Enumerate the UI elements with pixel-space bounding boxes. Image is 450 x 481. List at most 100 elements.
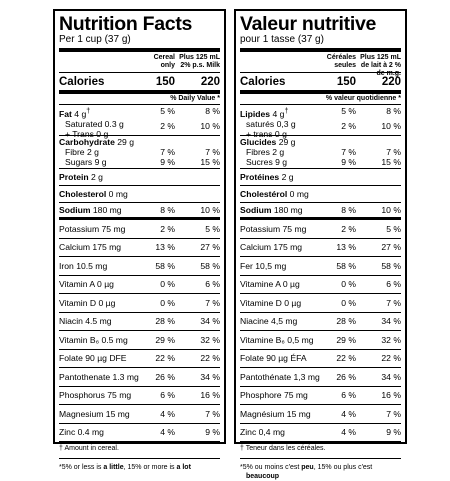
- mineral-label: Calcium 175 mg: [240, 242, 303, 253]
- mineral-label: Pantothenate 1.3 mg: [59, 371, 139, 382]
- mineral-label: Folate 90 µg DFE: [59, 353, 127, 364]
- footnote-little: a little: [103, 464, 124, 471]
- minerals-list: Potassium 75 mg 2 % 5 % Calcium 175 mg 13 % 2…: [240, 220, 401, 442]
- protein-amount: 2 g: [281, 172, 294, 182]
- footnote-dagger: † Amount in cereal.: [59, 442, 220, 459]
- mineral-row: Vitamine B₆ 0,5 mg 29 % 32 %: [240, 331, 401, 350]
- fat-group: Lipides 4 g† saturés 0,3 g + trans 0 g 5…: [240, 105, 401, 139]
- fibre-label: Fibre 2 g: [65, 147, 99, 157]
- cholesterol-amount: 0 mg: [289, 189, 309, 199]
- mineral-dv-milk: 7 %: [205, 408, 220, 419]
- footnote-text-2: , 15% ou plus c'est: [313, 464, 373, 471]
- mineral-dv-cereal: 28 %: [155, 316, 175, 327]
- mineral-dv-milk: 34 %: [200, 371, 220, 382]
- mineral-dv-cereal: 4 %: [341, 408, 356, 419]
- column-headers: Cereal only Plus 125 mL 2% p.s. Milk: [59, 52, 220, 73]
- fat-dv-milk: 8 %: [386, 106, 401, 116]
- footnote-little: peu: [301, 464, 314, 471]
- mineral-label: Iron 10.5 mg: [59, 260, 108, 271]
- sugars-dv-milk: 15 %: [381, 157, 401, 167]
- mineral-label: Potassium 75 mg: [59, 223, 126, 234]
- calories-label: Calories: [240, 75, 286, 88]
- trans-label: + trans 0 g: [246, 128, 287, 139]
- mineral-dv-cereal: 0 %: [160, 279, 175, 290]
- mineral-row: Phosphore 75 mg 6 % 16 %: [240, 387, 401, 405]
- calories-row: Calories 150 220: [59, 73, 220, 94]
- footnote-lot: a lot: [176, 464, 191, 471]
- mineral-row: Magnésium 15 mg 4 % 7 %: [240, 405, 401, 424]
- cholesterol-row: Cholesterol 0 mg: [59, 186, 220, 203]
- footnote-text-2: , 15% or more is: [123, 464, 177, 471]
- mineral-label: Potassium 75 mg: [240, 223, 307, 234]
- fat-dv-cereal: 5 %: [160, 106, 175, 116]
- mineral-row: Calcium 175 mg 13 % 27 %: [240, 239, 401, 257]
- mineral-row: Niacine 4,5 mg 28 % 34 %: [240, 313, 401, 331]
- mineral-dv-milk: 6 %: [205, 279, 220, 290]
- mineral-dv-milk: 16 %: [200, 390, 220, 401]
- mineral-row: Vitamine D 0 µg 0 % 7 %: [240, 294, 401, 313]
- mineral-dv-milk: 9 %: [386, 427, 401, 438]
- mineral-dv-cereal: 4 %: [160, 427, 175, 438]
- column-header-cereal: Céréales seules: [326, 54, 356, 69]
- column-header-milk: Plus 125 mL de lait à 2 % de m.g.: [360, 54, 401, 77]
- footnote-percent: *5% ou moins c'est peu, 15% ou plus c'es…: [240, 459, 401, 481]
- fat-amount: 4 g: [272, 108, 285, 119]
- mineral-label: Vitamin B₆ 0.5 mg: [59, 334, 128, 345]
- sodium-row: Sodium 180 mg 8 % 10 %: [240, 203, 401, 220]
- mineral-dv-milk: 32 %: [200, 334, 220, 345]
- mineral-dv-milk: 22 %: [200, 353, 220, 364]
- protein-row: Protéines 2 g: [240, 169, 401, 186]
- fat-amount: 4 g: [74, 108, 87, 119]
- footnote-lot: beaucoup: [246, 473, 280, 480]
- mineral-dv-cereal: 2 %: [160, 223, 175, 234]
- fat-dv-milk: 8 %: [205, 106, 220, 116]
- cholesterol-amount: 0 mg: [108, 189, 128, 199]
- footnote-dagger: † Teneur dans les céréales.: [240, 442, 401, 459]
- carbohydrate-group: Glucides 29 g Fibres 2 g Sucres 9 g 7 % 9…: [240, 136, 401, 169]
- footnote-text: *5% or less is: [59, 464, 104, 471]
- sugars-dv-cereal: 9 %: [341, 157, 356, 167]
- protein-label: Protéines: [240, 172, 280, 182]
- mineral-label: Magnésium 15 mg: [240, 408, 311, 419]
- mineral-dv-milk: 34 %: [381, 316, 401, 327]
- mineral-dv-milk: 27 %: [200, 242, 220, 253]
- panel-title: Valeur nutritive: [240, 13, 377, 35]
- mineral-row: Folate 90 µg DFE 22 % 22 %: [59, 350, 220, 368]
- fat-label: Fat: [59, 108, 72, 119]
- sugars-label: Sucres 9 g: [246, 157, 288, 167]
- cholesterol-label: Cholestérol: [240, 189, 288, 199]
- mineral-dv-cereal: 6 %: [341, 390, 356, 401]
- calories-milk: 220: [200, 75, 220, 88]
- fibre-label: Fibres 2 g: [246, 147, 285, 157]
- mineral-dv-cereal: 22 %: [155, 353, 175, 364]
- mineral-dv-milk: 9 %: [205, 427, 220, 438]
- mineral-dv-milk: 7 %: [386, 297, 401, 308]
- mineral-dv-milk: 32 %: [381, 334, 401, 345]
- sodium-dv-cereal: 8 %: [160, 205, 175, 215]
- daily-value-header: % Daily Value *: [59, 94, 220, 105]
- fat-label: Lipides: [240, 108, 271, 119]
- sodium-row: Sodium 180 mg 8 % 10 %: [59, 203, 220, 220]
- mineral-row: Vitamin A 0 µg 0 % 6 %: [59, 276, 220, 294]
- mineral-label: Vitamin D 0 µg: [59, 297, 116, 308]
- mineral-row: Vitamin B₆ 0.5 mg 29 % 32 %: [59, 331, 220, 350]
- mineral-dv-cereal: 26 %: [155, 371, 175, 382]
- mineral-row: Fer 10,5 mg 58 % 58 %: [240, 257, 401, 276]
- serving-size: Per 1 cup (37 g): [59, 34, 220, 52]
- mineral-dv-cereal: 26 %: [336, 371, 356, 382]
- sodium-amount: 180 mg: [92, 205, 122, 215]
- sodium-dv-cereal: 8 %: [341, 205, 356, 215]
- mineral-row: Zinc 0,4 mg 4 % 9 %: [240, 424, 401, 442]
- sat-dv-cereal: 2 %: [160, 121, 175, 131]
- mineral-label: Zinc 0,4 mg: [240, 427, 285, 438]
- mineral-dv-cereal: 28 %: [336, 316, 356, 327]
- column-header-cereal: Cereal only: [153, 54, 175, 69]
- mineral-row: Niacin 4.5 mg 28 % 34 %: [59, 313, 220, 331]
- mineral-label: Pantothénate 1,3 mg: [240, 371, 320, 382]
- panel-title: Nutrition Facts: [59, 13, 193, 35]
- sodium-label: Sodium: [59, 205, 91, 215]
- mineral-dv-cereal: 2 %: [341, 223, 356, 234]
- sat-dv-milk: 10 %: [381, 121, 401, 131]
- mineral-label: Zinc 0.4 mg: [59, 427, 104, 438]
- saturated-label: saturés 0,3 g: [246, 118, 296, 129]
